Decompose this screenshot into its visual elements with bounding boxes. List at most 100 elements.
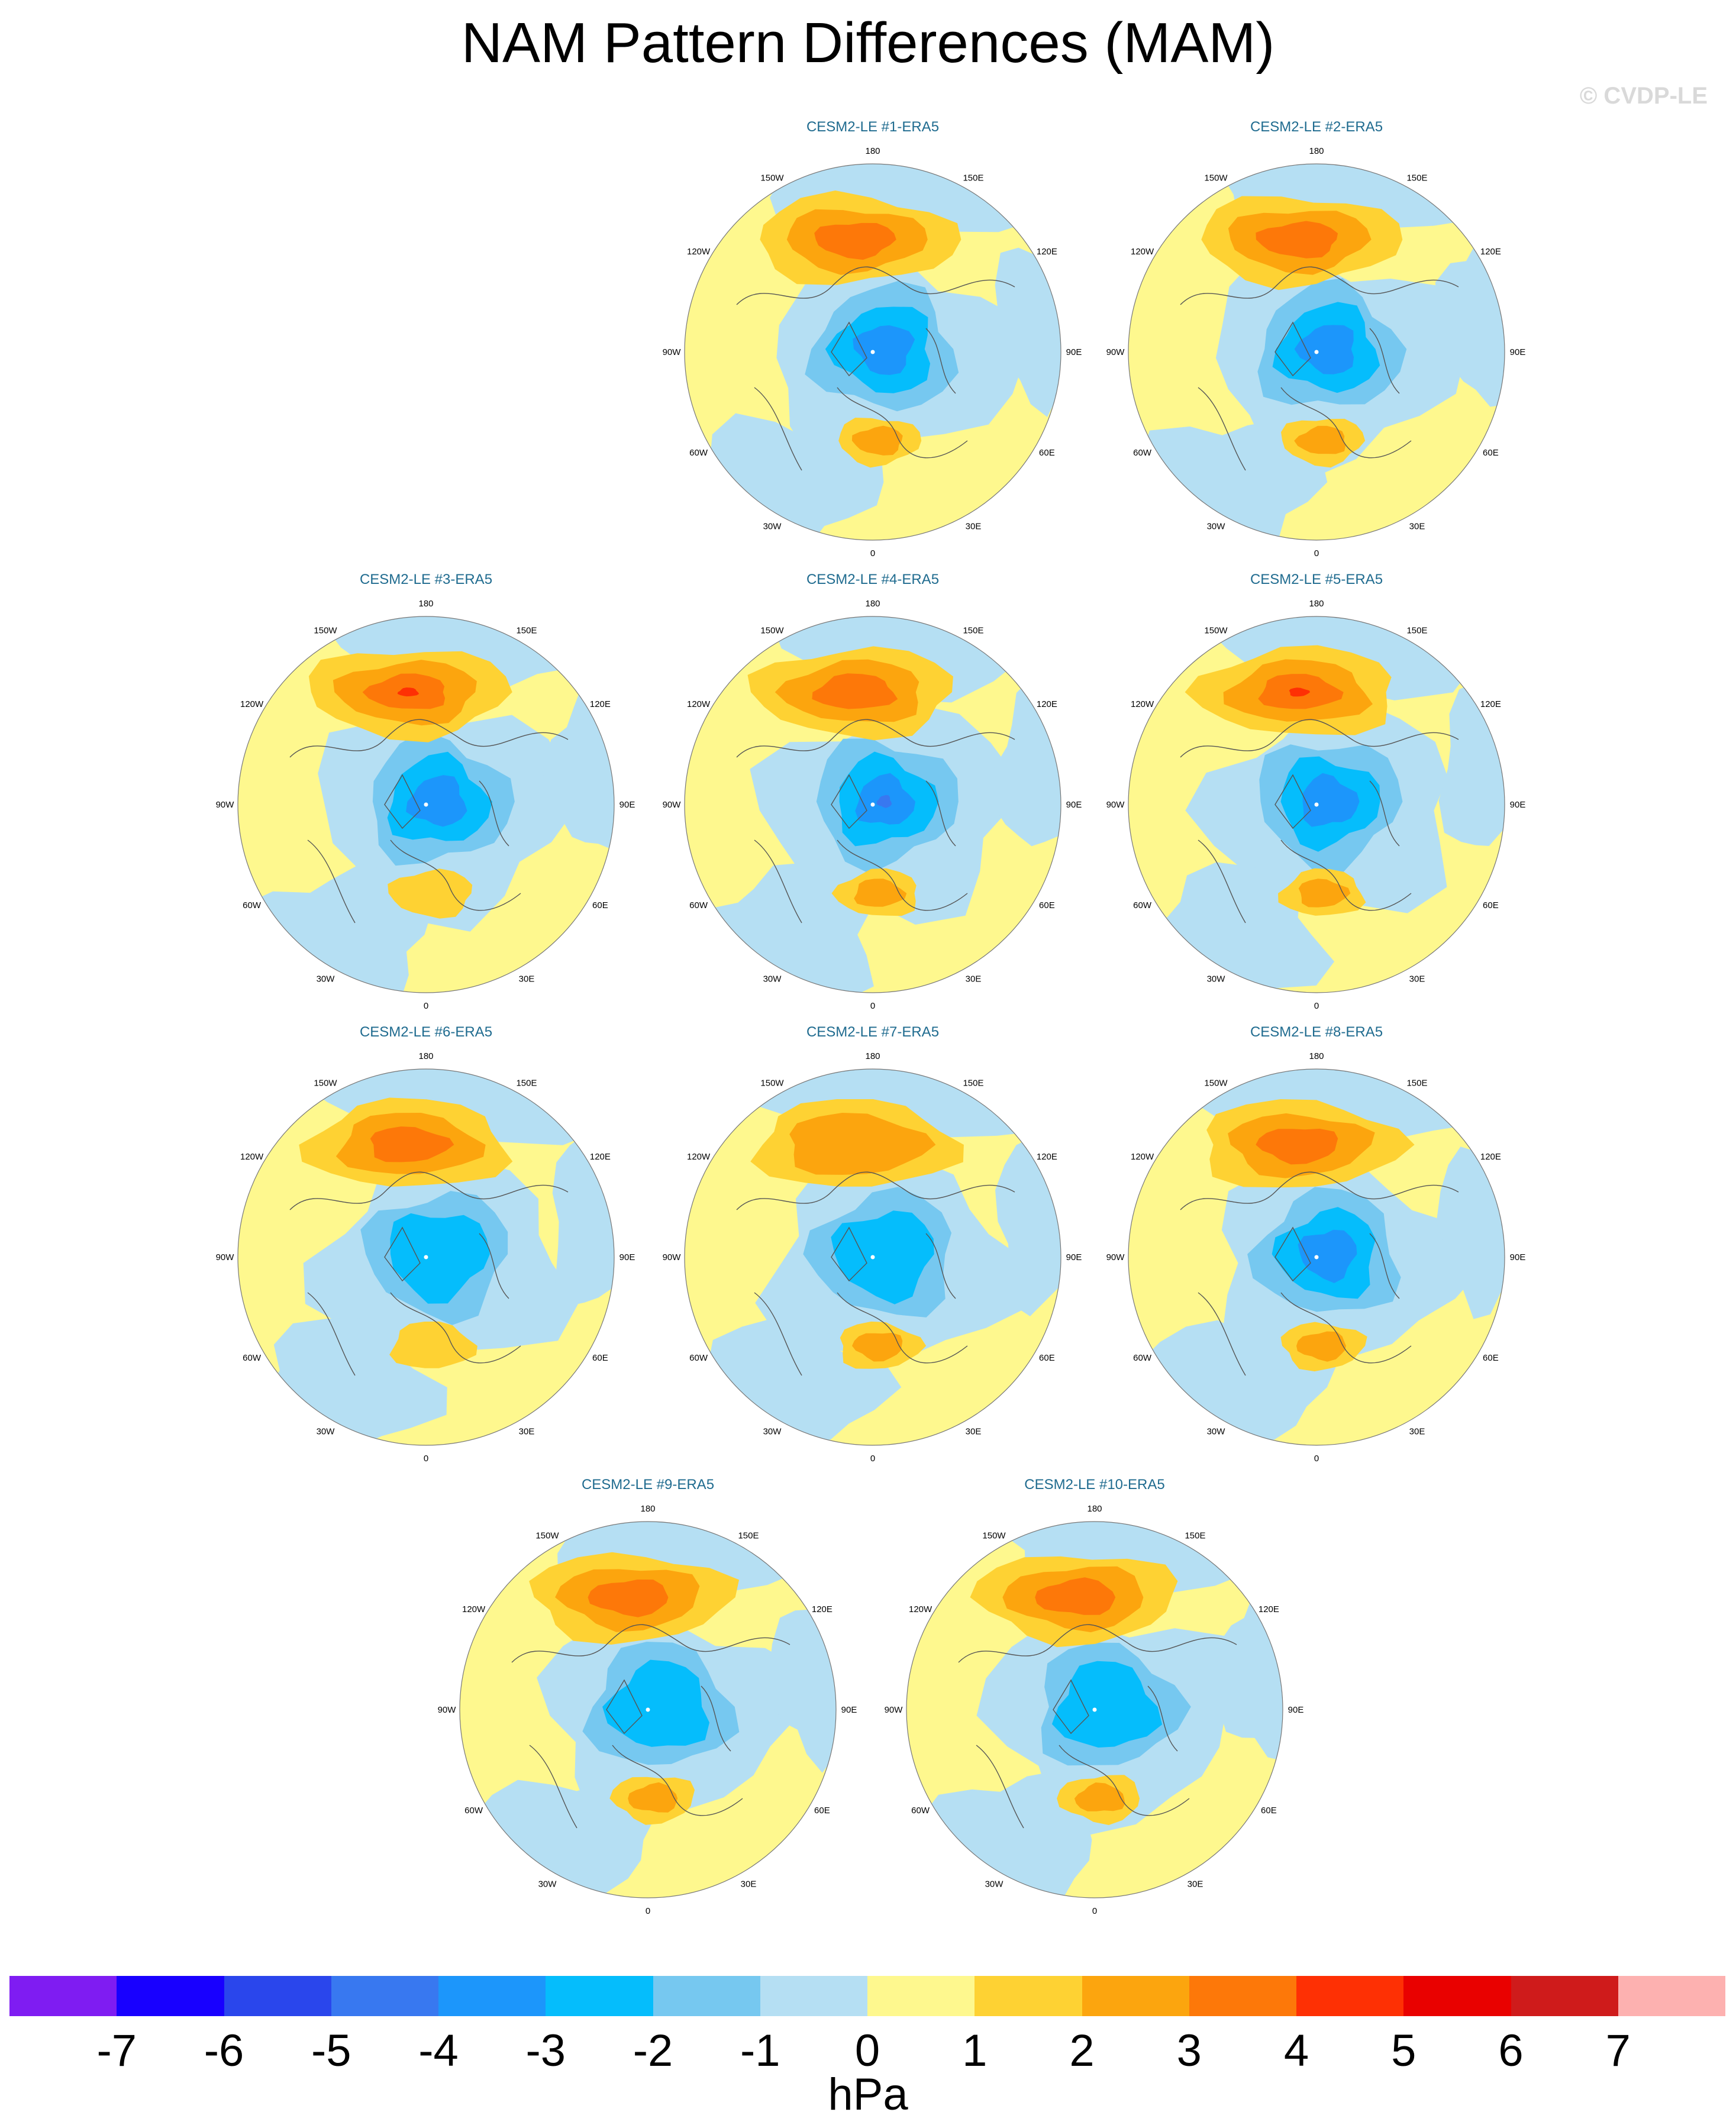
panel-title: CESM2-LE #3-ERA5 <box>359 571 493 587</box>
map-panel: CESM2-LE #5-ERA5 180 150E 120E 90E 60E 30E 0 30W… <box>1092 571 1541 1020</box>
colorbar-level: -2 <box>633 2026 673 2076</box>
longitude-label: 90E <box>1066 1252 1082 1262</box>
coastlines <box>736 1171 1015 1376</box>
longitude-label: 120E <box>1480 699 1501 709</box>
longitude-label: 150W <box>982 1531 1006 1541</box>
polar-low-contour <box>1302 773 1360 827</box>
longitude-label: 60W <box>243 900 262 910</box>
coastlines <box>511 1624 790 1829</box>
longitude-label: 150E <box>963 1078 983 1089</box>
polar-low-contour <box>1298 1229 1357 1283</box>
longitude-label: 180 <box>418 1051 433 1061</box>
longitude-label: 30E <box>519 974 535 984</box>
colorbar-level: -4 <box>418 2026 459 2076</box>
panel-title: CESM2-LE #4-ERA5 <box>806 571 940 587</box>
colorbar-level: -6 <box>204 2026 244 2076</box>
colorbar-swatch <box>760 1976 867 2016</box>
pole-marker <box>646 1707 650 1712</box>
longitude-label: 60E <box>1261 1806 1277 1816</box>
map-border <box>1128 1068 1505 1446</box>
longitude-label: 0 <box>870 1001 875 1011</box>
longitude-label: 150E <box>1406 173 1427 183</box>
longitude-label: 150W <box>760 1078 784 1089</box>
longitude-label: 60E <box>1039 900 1055 910</box>
pole-marker <box>1314 1255 1319 1260</box>
coastlines <box>289 1171 569 1376</box>
map-border <box>906 1521 1283 1898</box>
longitude-label: 90W <box>1106 1252 1125 1262</box>
longitude-label: 0 <box>1314 1001 1319 1011</box>
longitude-label: 60W <box>1133 1353 1152 1363</box>
longitude-label: 90W <box>663 800 682 810</box>
longitude-label: 120W <box>240 1152 264 1162</box>
polar-low-contour <box>831 1210 934 1304</box>
longitude-label: 150E <box>738 1531 759 1541</box>
atlantic-high-contour <box>1294 425 1346 454</box>
longitude-label: 30W <box>317 974 335 984</box>
longitude-label: 120E <box>590 1152 611 1162</box>
longitude-label: 60W <box>689 900 708 910</box>
pacific-high-contour <box>1256 1128 1338 1165</box>
coastlines <box>289 719 569 923</box>
longitude-label: 120W <box>687 247 711 257</box>
longitude-label: 120E <box>1480 1152 1501 1162</box>
polar-map: 180 150E 120E 90E 60E 30E 0 30W 60W 90W 120W 150W <box>216 599 635 1011</box>
colorbar-swatch <box>1082 1976 1189 2016</box>
longitude-label: 90W <box>1106 800 1125 810</box>
longitude-label: 120W <box>240 699 264 709</box>
longitude-label: 90E <box>841 1705 857 1715</box>
longitude-label: 120W <box>687 699 711 709</box>
watermark: © CVDP-LE <box>1579 83 1708 109</box>
longitude-label: 150W <box>314 626 337 636</box>
polar-low-contour <box>1294 325 1354 374</box>
longitude-label: 120W <box>1131 247 1154 257</box>
pacific-high-contour <box>812 673 898 709</box>
longitude-label: 30W <box>538 1879 557 1889</box>
negative-contour <box>1438 682 1505 846</box>
longitude-label: 90W <box>216 1252 235 1262</box>
longitude-label: 0 <box>1314 1454 1319 1464</box>
longitude-label: 150E <box>516 626 537 636</box>
longitude-label: 90W <box>885 1705 904 1715</box>
colorbar-swatch <box>9 1976 117 2016</box>
colorbar-level: 6 <box>1498 2026 1524 2076</box>
polar-map: 180 150E 120E 90E 60E 30E 0 30W 60W 90W 120W 150W <box>663 146 1082 558</box>
polar-map: 180 150E 120E 90E 60E 30E 0 30W 60W 90W 120W 150W <box>885 1504 1304 1916</box>
longitude-label: 60E <box>592 1353 608 1363</box>
longitude-label: 30W <box>985 1879 1004 1889</box>
polar-map: 180 150E 120E 90E 60E 30E 0 30W 60W 90W 120W 150W <box>663 599 1082 1011</box>
colorbar-level: 5 <box>1391 2026 1416 2076</box>
colorbar-level: 0 <box>854 2026 880 2076</box>
pacific-high-contour <box>1035 1577 1116 1615</box>
longitude-label: 60E <box>1483 448 1499 458</box>
colorbar-level: 1 <box>962 2026 988 2076</box>
pole-marker <box>870 802 875 807</box>
longitude-label: 0 <box>870 548 875 558</box>
panel-title: CESM2-LE #7-ERA5 <box>806 1024 940 1040</box>
longitude-label: 30W <box>763 974 782 984</box>
longitude-label: 60W <box>689 448 708 458</box>
longitude-label: 30W <box>1207 1426 1226 1436</box>
atlantic-high-contour <box>1074 1782 1125 1811</box>
map-border <box>237 1068 615 1446</box>
atlantic-high-contour <box>851 425 903 456</box>
pacific-high-contour <box>397 687 420 697</box>
longitude-label: 120W <box>687 1152 711 1162</box>
longitude-label: 30W <box>1207 521 1226 531</box>
longitude-label: 120E <box>1480 247 1501 257</box>
coastlines <box>958 1624 1237 1829</box>
longitude-label: 120E <box>1037 247 1057 257</box>
longitude-label: 30E <box>966 1426 982 1436</box>
negative-contour <box>552 1134 614 1307</box>
longitude-label: 180 <box>865 1051 880 1061</box>
longitude-label: 150W <box>1204 1078 1228 1089</box>
colorbar-swatch <box>224 1976 331 2016</box>
polar-low-contour <box>876 795 892 808</box>
longitude-label: 0 <box>424 1454 428 1464</box>
longitude-label: 150E <box>963 173 983 183</box>
polar-map: 180 150E 120E 90E 60E 30E 0 30W 60W 90W 120W 150W <box>1106 146 1526 558</box>
colorbar-level: -3 <box>525 2026 566 2076</box>
colorbar-swatch <box>1296 1976 1404 2016</box>
map-border <box>684 163 1061 541</box>
colorbar-level: -5 <box>311 2026 351 2076</box>
